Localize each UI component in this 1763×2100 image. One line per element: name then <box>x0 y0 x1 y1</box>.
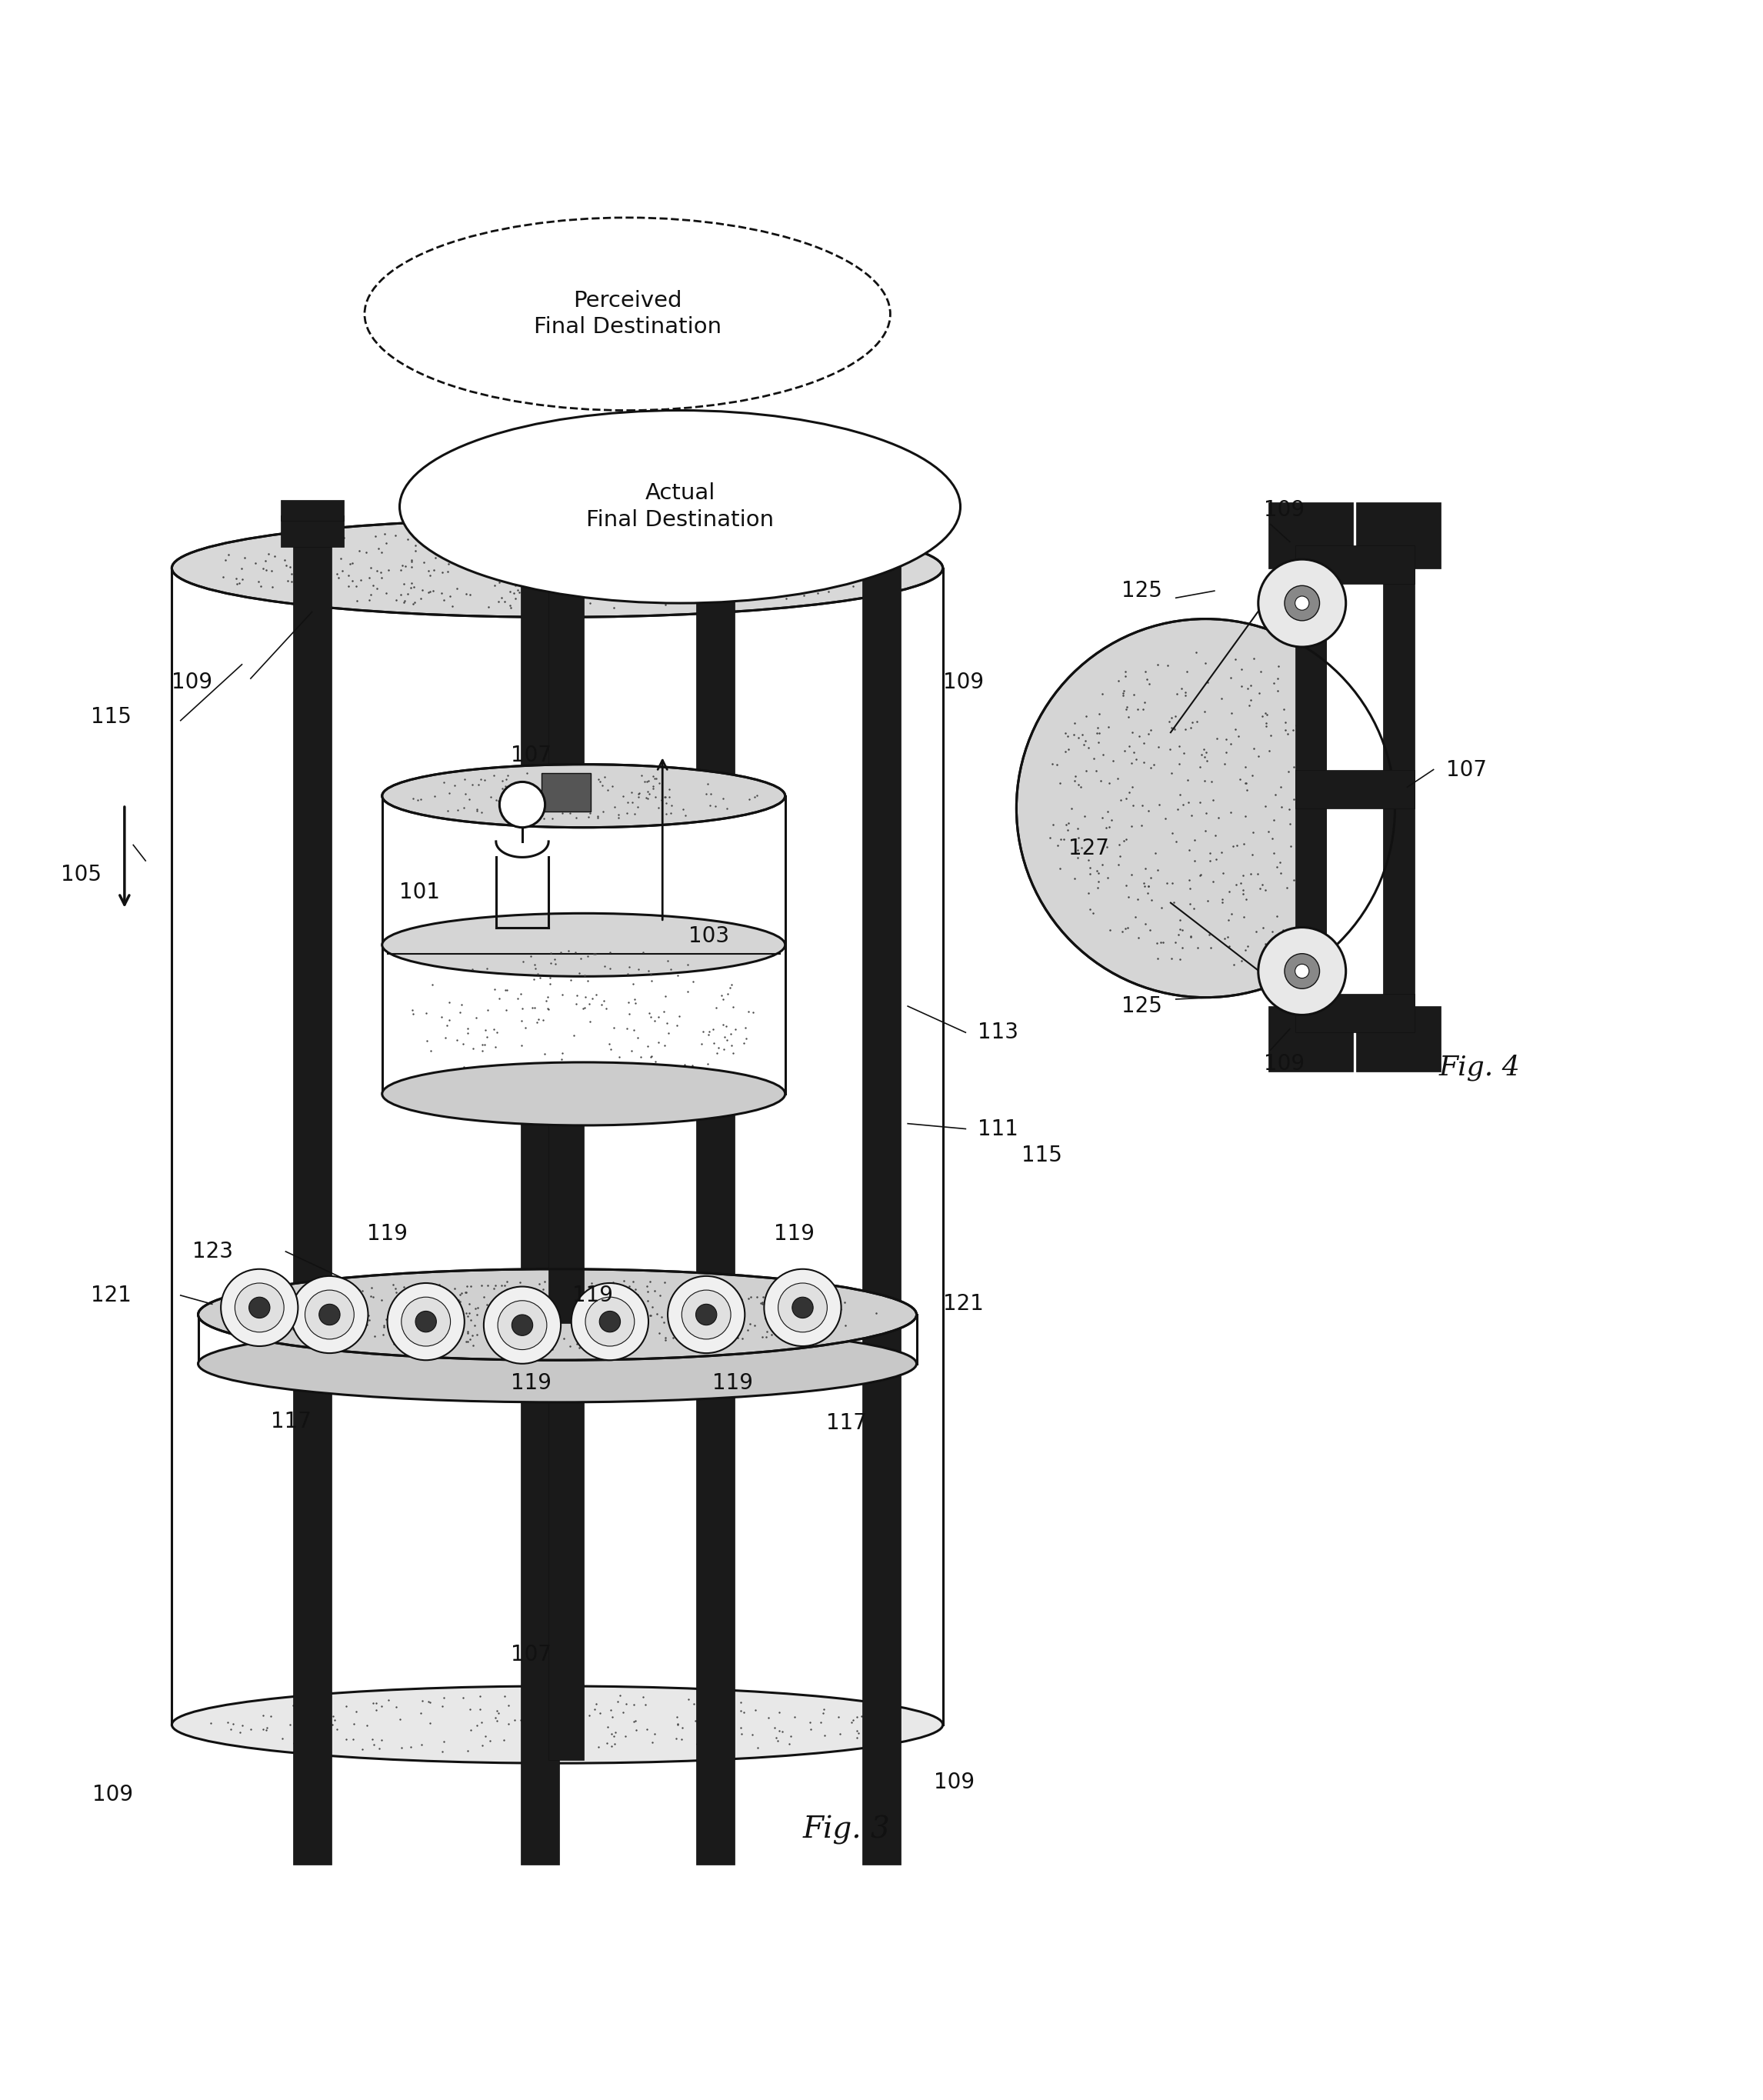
Circle shape <box>668 1277 744 1352</box>
Bar <box>1356 502 1440 569</box>
Circle shape <box>305 1289 354 1340</box>
Text: 115: 115 <box>1023 1145 1063 1166</box>
Circle shape <box>319 1304 340 1325</box>
Text: Fig. 3: Fig. 3 <box>802 1814 890 1844</box>
Circle shape <box>499 781 545 827</box>
Circle shape <box>1017 620 1395 998</box>
Text: 119: 119 <box>511 1371 552 1394</box>
Circle shape <box>388 1283 464 1361</box>
Text: 107: 107 <box>511 1644 552 1665</box>
Circle shape <box>291 1277 368 1352</box>
Bar <box>280 514 344 548</box>
Circle shape <box>585 1298 635 1346</box>
Text: 109: 109 <box>943 672 984 693</box>
Ellipse shape <box>197 1268 917 1361</box>
Text: 117: 117 <box>827 1413 867 1434</box>
Text: 107: 107 <box>511 746 552 767</box>
Bar <box>293 514 331 1865</box>
Bar <box>862 514 901 1865</box>
Circle shape <box>599 1310 621 1331</box>
Bar <box>280 500 344 521</box>
Text: 111: 111 <box>978 1117 1019 1140</box>
Bar <box>548 1113 584 1323</box>
Text: 119: 119 <box>367 1222 407 1245</box>
Circle shape <box>416 1310 437 1331</box>
Circle shape <box>571 1283 649 1361</box>
Circle shape <box>1296 964 1310 979</box>
Ellipse shape <box>400 410 961 603</box>
Text: 117: 117 <box>272 1411 312 1432</box>
Text: Fig. 4: Fig. 4 <box>1439 1054 1520 1082</box>
Circle shape <box>234 1283 284 1331</box>
Text: 113: 113 <box>978 1023 1019 1044</box>
Circle shape <box>511 1315 532 1336</box>
Text: 107: 107 <box>1446 758 1486 781</box>
Ellipse shape <box>383 1063 785 1126</box>
Text: 121: 121 <box>92 1285 132 1306</box>
Circle shape <box>483 1287 561 1363</box>
Bar <box>1296 993 1414 1033</box>
Circle shape <box>249 1298 270 1319</box>
Circle shape <box>1285 953 1319 989</box>
Text: 119: 119 <box>774 1222 815 1245</box>
Circle shape <box>220 1268 298 1346</box>
Bar <box>684 514 746 548</box>
Text: 121: 121 <box>943 1294 984 1315</box>
Bar <box>548 550 584 804</box>
Circle shape <box>1296 596 1310 611</box>
Bar <box>520 514 559 1865</box>
Text: 105: 105 <box>62 863 102 886</box>
Text: 125: 125 <box>1121 995 1162 1016</box>
Text: 103: 103 <box>689 926 730 947</box>
Bar <box>1326 525 1382 1050</box>
Ellipse shape <box>383 914 785 977</box>
Bar <box>1356 1006 1440 1071</box>
Bar <box>508 500 571 521</box>
Circle shape <box>682 1289 732 1340</box>
Text: 127: 127 <box>1068 838 1109 859</box>
Bar <box>541 773 591 813</box>
Bar <box>1269 502 1352 569</box>
Bar <box>548 1321 584 1760</box>
Circle shape <box>777 1283 827 1331</box>
Text: 123: 123 <box>192 1241 233 1262</box>
Bar <box>850 500 913 521</box>
Bar <box>508 514 571 548</box>
Text: 119: 119 <box>712 1371 753 1394</box>
Text: 101: 101 <box>398 882 441 903</box>
Circle shape <box>1259 559 1345 647</box>
Text: 109: 109 <box>92 1785 134 1806</box>
Ellipse shape <box>171 519 943 617</box>
Text: Actual
Final Destination: Actual Final Destination <box>585 483 774 531</box>
Circle shape <box>402 1298 450 1346</box>
Bar <box>383 796 785 1094</box>
Bar <box>1296 546 1414 584</box>
Bar <box>684 500 746 521</box>
Text: 109: 109 <box>1264 500 1305 521</box>
Circle shape <box>1285 586 1319 622</box>
Ellipse shape <box>171 1686 943 1764</box>
Text: 109: 109 <box>934 1772 975 1793</box>
Ellipse shape <box>365 218 890 410</box>
Bar <box>696 514 735 1865</box>
Text: Perceived
Final Destination: Perceived Final Destination <box>534 290 721 338</box>
Circle shape <box>1259 928 1345 1014</box>
Circle shape <box>696 1304 718 1325</box>
Bar <box>1296 525 1326 1050</box>
Bar <box>850 514 913 548</box>
Bar <box>1382 525 1414 1050</box>
Text: 109: 109 <box>171 672 212 693</box>
Ellipse shape <box>197 1325 917 1403</box>
Circle shape <box>497 1300 547 1350</box>
Bar <box>1296 769 1414 808</box>
Text: 109: 109 <box>1264 1054 1305 1075</box>
Ellipse shape <box>383 764 785 827</box>
Text: 125: 125 <box>1121 580 1162 601</box>
Circle shape <box>792 1298 813 1319</box>
Text: 115: 115 <box>92 706 132 729</box>
Text: 119: 119 <box>571 1285 614 1306</box>
Circle shape <box>763 1268 841 1346</box>
Bar <box>1269 1006 1352 1071</box>
